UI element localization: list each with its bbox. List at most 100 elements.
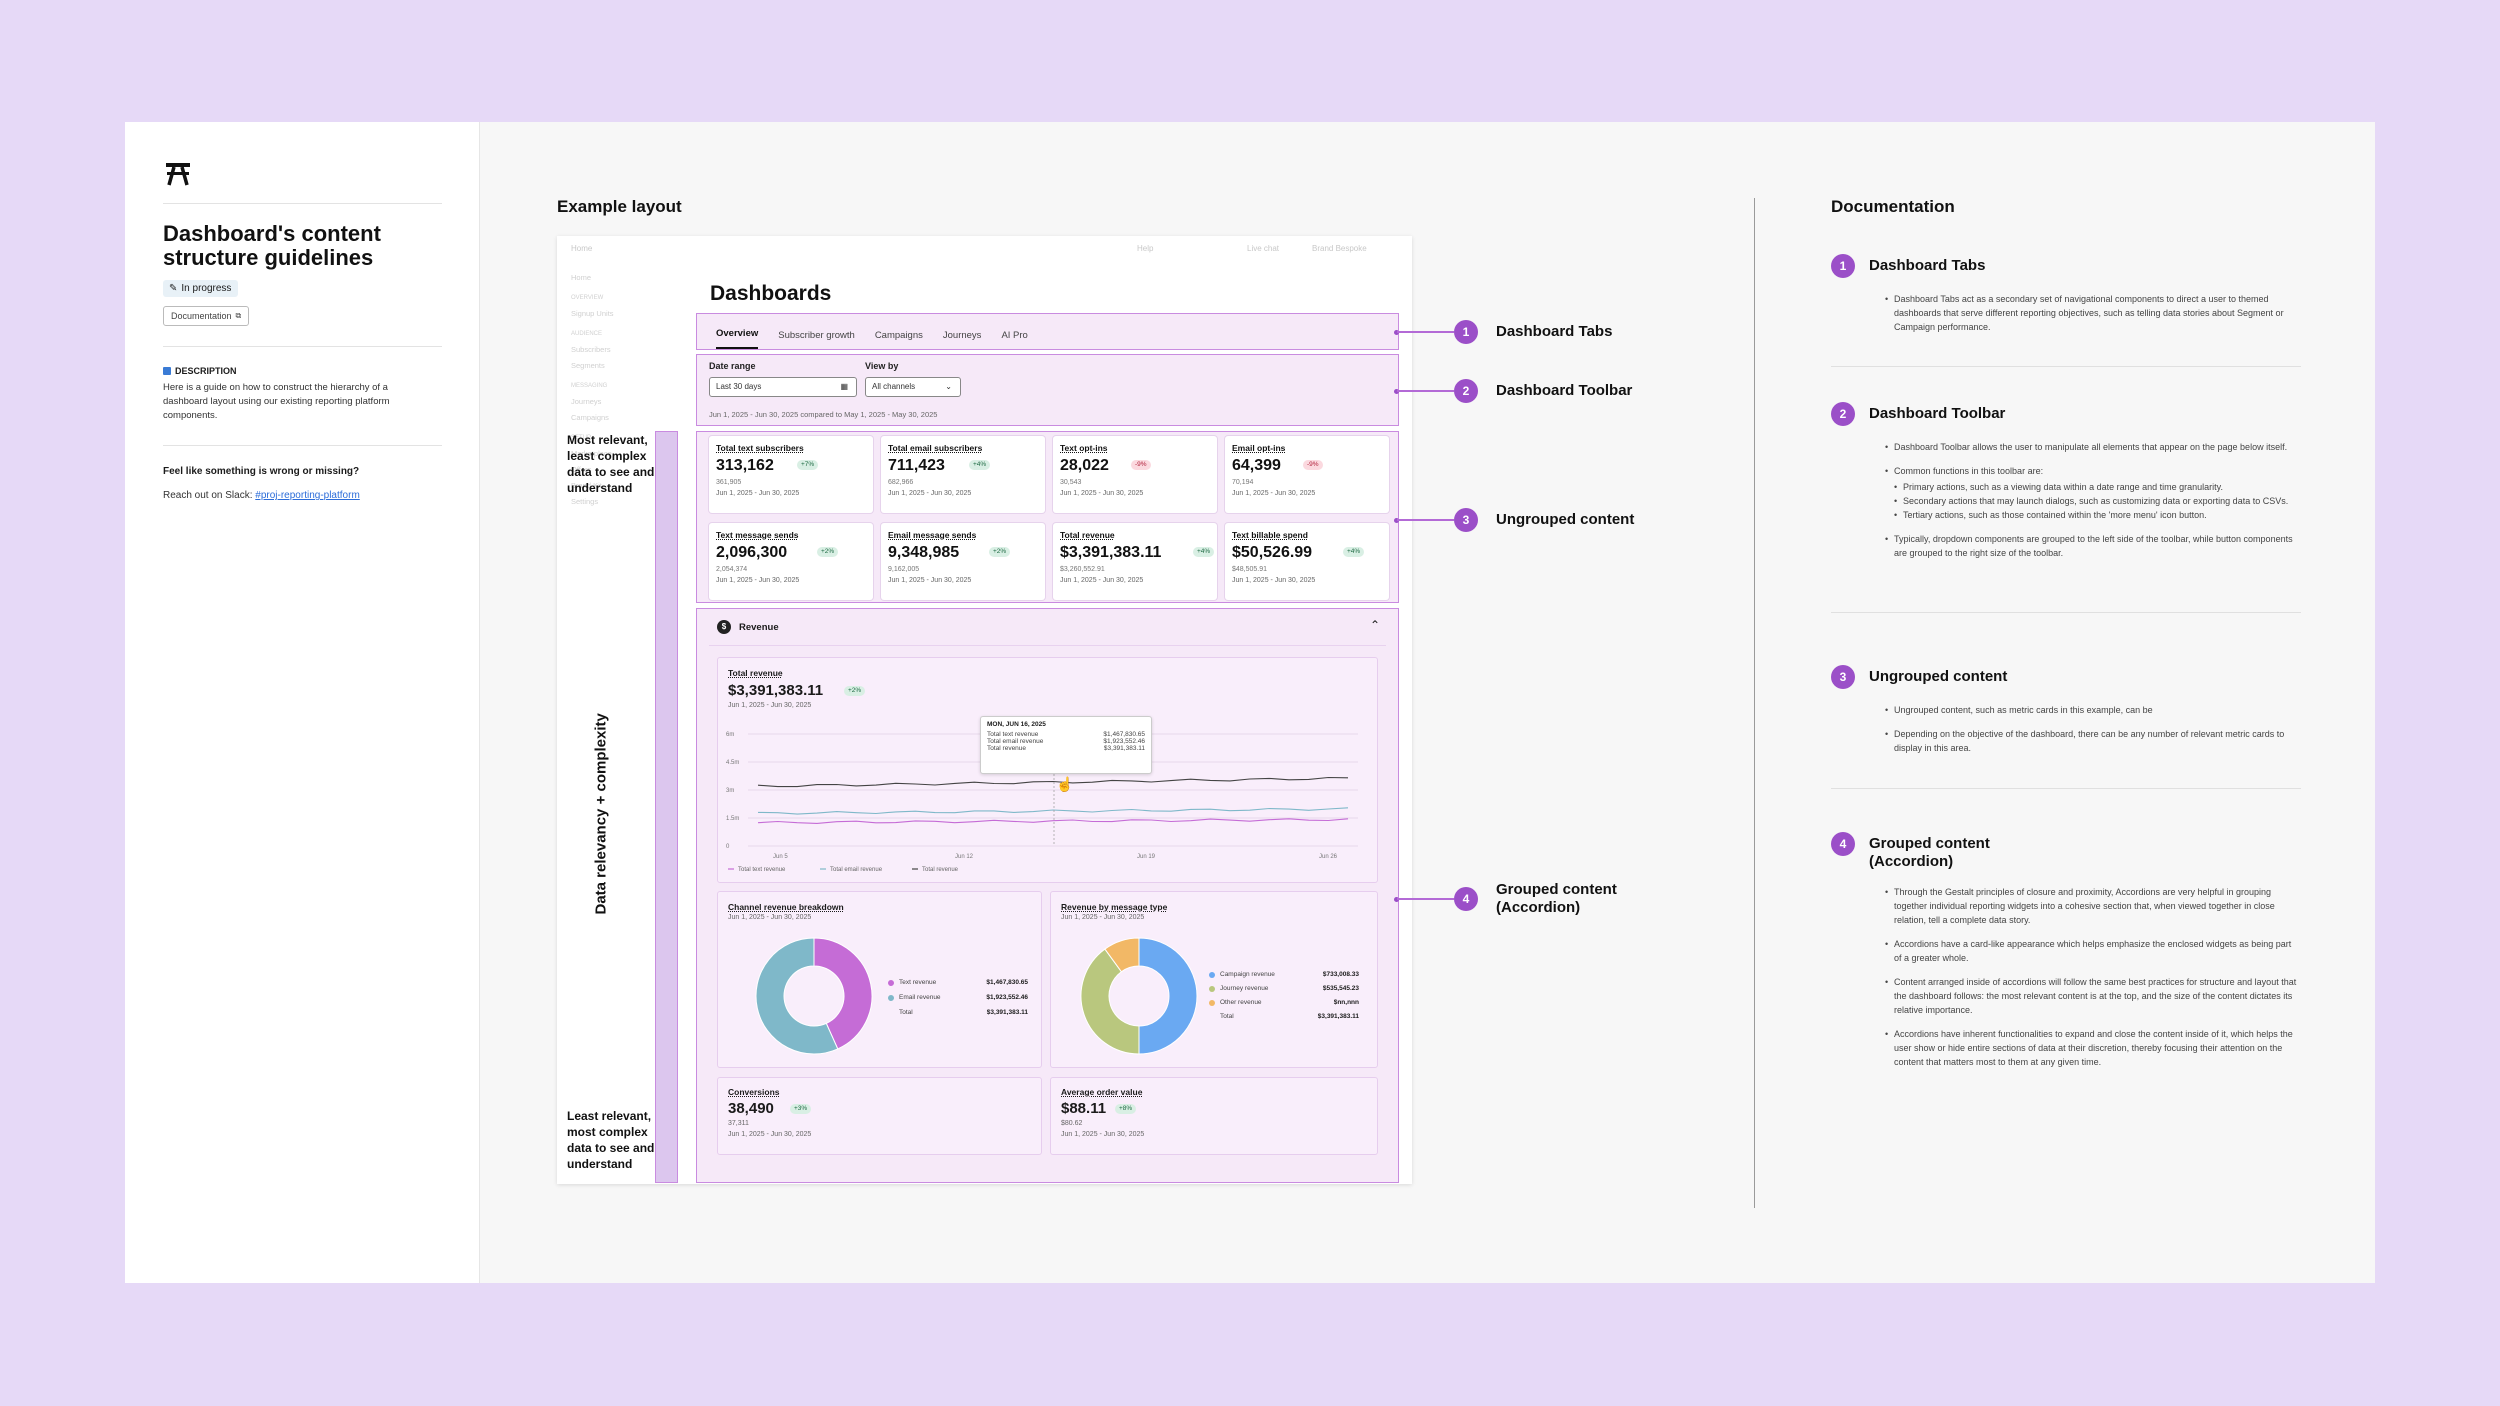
doc-title: Ungrouped content xyxy=(1869,668,2008,685)
metric-card: Email message sends 9,348,985 +2% 9,162,005… xyxy=(881,523,1045,600)
accordion-header[interactable]: $ Revenue xyxy=(717,620,779,634)
metric-previous: 70,194 xyxy=(1232,479,1254,486)
donut-slice xyxy=(813,937,873,1050)
doc-sub-bullet: Primary actions, such as a viewing data … xyxy=(1894,480,2301,494)
legend-label: Email revenue xyxy=(899,994,941,1001)
dollar-icon: $ xyxy=(717,620,731,634)
accordion-title: Revenue xyxy=(739,621,779,633)
doc-bullet: Accordions have inherent functionalities… xyxy=(1885,1027,2301,1069)
documentation-button[interactable]: Documentation ⧉ xyxy=(163,306,250,326)
total-revenue-range: Jun 1, 2025 - Jun 30, 2025 xyxy=(728,702,812,709)
conversions-value: 38,490 xyxy=(728,1100,774,1117)
mock-live-chat: Live chat xyxy=(1247,244,1280,253)
dashboard-tabs: Overview Subscriber growth Campaigns Jou… xyxy=(696,313,1399,350)
doc-separator xyxy=(1831,366,2301,367)
dashboard-mockup: Home Help Live chat Brand Bespoke Home OV… xyxy=(557,236,1412,1184)
legend-row: Journey revenue $535,545.23 xyxy=(1209,982,1359,996)
legend-row: Email revenue $1,923,552.46 xyxy=(888,990,1028,1005)
tab-journeys[interactable]: Journeys xyxy=(942,330,982,341)
metric-value: 711,423 xyxy=(888,457,945,474)
metric-value: 2,096,300 xyxy=(716,544,788,561)
metric-range: Jun 1, 2025 - Jun 30, 2025 xyxy=(1060,490,1144,497)
legend-label: Total text revenue xyxy=(738,867,786,873)
message-type-title: Revenue by message type xyxy=(1061,902,1168,912)
legend-value: $3,391,383.11 xyxy=(986,1009,1028,1016)
tab-campaigns[interactable]: Campaigns xyxy=(874,330,923,341)
doc-bullet: Dashboard Tabs act as a secondary set of… xyxy=(1885,292,2301,334)
tooltip-row-value: $1,923,552.46 xyxy=(1103,738,1145,745)
callout-grouped-content: 4 Grouped content (Accordion) xyxy=(1394,881,1646,917)
date-range-label: Date range xyxy=(709,361,756,371)
legend-label: Campaign revenue xyxy=(1220,971,1275,978)
metric-previous: $48,505.91 xyxy=(1232,566,1268,573)
donut-slice xyxy=(755,937,839,1055)
metric-value: 28,022 xyxy=(1060,457,1109,474)
metric-value: $3,391,383.11 xyxy=(1060,544,1162,561)
total-revenue-chart-card: Total revenue $3,391,383.11 +2% Jun 1, 2… xyxy=(717,657,1378,883)
metric-value: 9,348,985 xyxy=(888,544,960,561)
total-revenue-line-chart: 0 1.5m 3m 4.5m 6m Jun 5 Jun 12 Jun 19 Jun 26 Tota… xyxy=(726,732,1358,873)
date-range-select[interactable]: Last 30 days ▦ xyxy=(709,377,857,397)
metric-title: Email opt-ins xyxy=(1232,443,1286,453)
metric-delta-badge: +7% xyxy=(797,460,819,470)
metric-delta-badge: -9% xyxy=(1131,460,1151,470)
vertical-divider xyxy=(1754,198,1755,1208)
legend-label: Journey revenue xyxy=(1220,985,1269,992)
view-by-select[interactable]: All channels ⌄ xyxy=(865,377,961,397)
documentation-button-label: Documentation xyxy=(171,311,232,321)
metric-range: Jun 1, 2025 - Jun 30, 2025 xyxy=(1232,490,1316,497)
donut-slice xyxy=(1138,937,1198,1055)
doc-number: 4 xyxy=(1831,832,1855,856)
legend-value: $1,467,830.65 xyxy=(986,979,1028,986)
mock-sidenav-item: SETUP xyxy=(571,435,592,441)
legend-label: Text revenue xyxy=(899,979,937,986)
legend-value: $535,545.23 xyxy=(1322,985,1359,992)
doc-section-grouped: 4 Grouped content (Accordion) Through the… xyxy=(1831,832,2301,1079)
metric-title: Text billable spend xyxy=(1232,530,1308,540)
legend-value: $733,008.33 xyxy=(1322,971,1359,978)
legend-swatch xyxy=(888,994,894,1001)
status-badge-label: In progress xyxy=(181,283,232,294)
slack-channel-link[interactable]: #proj-reporting-platform xyxy=(255,490,360,501)
tooltip-row-value: $3,391,383.11 xyxy=(1103,745,1145,752)
tab-subscriber-growth[interactable]: Subscriber growth xyxy=(778,330,855,341)
tab-ai-pro[interactable]: AI Pro xyxy=(1001,330,1028,341)
legend-label: Total xyxy=(1220,1013,1234,1020)
legend-swatch xyxy=(1209,1000,1215,1006)
external-link-icon: ⧉ xyxy=(235,311,242,320)
mock-sidenav-item: Campaigns xyxy=(571,413,609,422)
metric-delta-badge: +4% xyxy=(1343,547,1365,557)
doc-section-ungrouped: 3 Ungrouped content Ungrouped content, su… xyxy=(1831,665,2301,765)
metric-range: Jun 1, 2025 - Jun 30, 2025 xyxy=(716,577,800,584)
callout-anchor-dot xyxy=(1394,329,1399,335)
mock-sidenav-item: Marketplace xyxy=(571,449,612,458)
metric-value: $50,526.99 xyxy=(1232,544,1313,561)
chevron-up-icon[interactable]: ⌃ xyxy=(1369,618,1380,632)
page-title: Dashboard's content structure guidelines xyxy=(163,221,381,270)
doc-separator xyxy=(1831,788,2301,789)
grouped-content-accordion: $ Revenue ⌃ Total revenue $3,391,383.11 … xyxy=(696,608,1399,1183)
metric-range: Jun 1, 2025 - Jun 30, 2025 xyxy=(716,490,800,497)
doc-bullet-text: Common functions in this toolbar are: xyxy=(1894,466,2044,476)
conversions-delta: +3% xyxy=(790,1104,812,1114)
x-tick-label: Jun 26 xyxy=(1319,854,1338,860)
legend-swatch xyxy=(1209,986,1215,992)
conversions-card: Conversions 38,490 +3% 37,311 Jun 1, 202… xyxy=(717,1077,1042,1155)
metric-title: Total email subscribers xyxy=(888,443,983,453)
mock-sidenav-item: Home xyxy=(571,273,592,282)
x-tick-label: Jun 12 xyxy=(955,854,974,860)
doc-bullet: Dashboard Toolbar allows the user to man… xyxy=(1885,440,2301,454)
dashboard-toolbar: Date range Last 30 days ▦ View by All ch… xyxy=(696,354,1399,426)
aov-title: Average order value xyxy=(1061,1087,1143,1097)
mock-sidenav-item: Offers xyxy=(571,465,592,474)
doc-bullet: Common functions in this toolbar are: Pr… xyxy=(1885,464,2301,522)
conversions-range: Jun 1, 2025 - Jun 30, 2025 xyxy=(728,1131,812,1138)
tab-overview[interactable]: Overview xyxy=(716,328,759,349)
metric-value: 313,162 xyxy=(716,457,774,474)
callout-label: Dashboard Toolbar xyxy=(1496,382,1633,399)
calendar-icon: ▦ xyxy=(840,382,848,391)
doc-sub-bullet: Tertiary actions, such as those containe… xyxy=(1894,508,2301,522)
channel-breakdown-title: Channel revenue breakdown xyxy=(728,902,844,912)
callout-ungrouped-content: 3 Ungrouped content xyxy=(1394,508,1634,532)
aov-prev: $80.62 xyxy=(1061,1120,1083,1127)
